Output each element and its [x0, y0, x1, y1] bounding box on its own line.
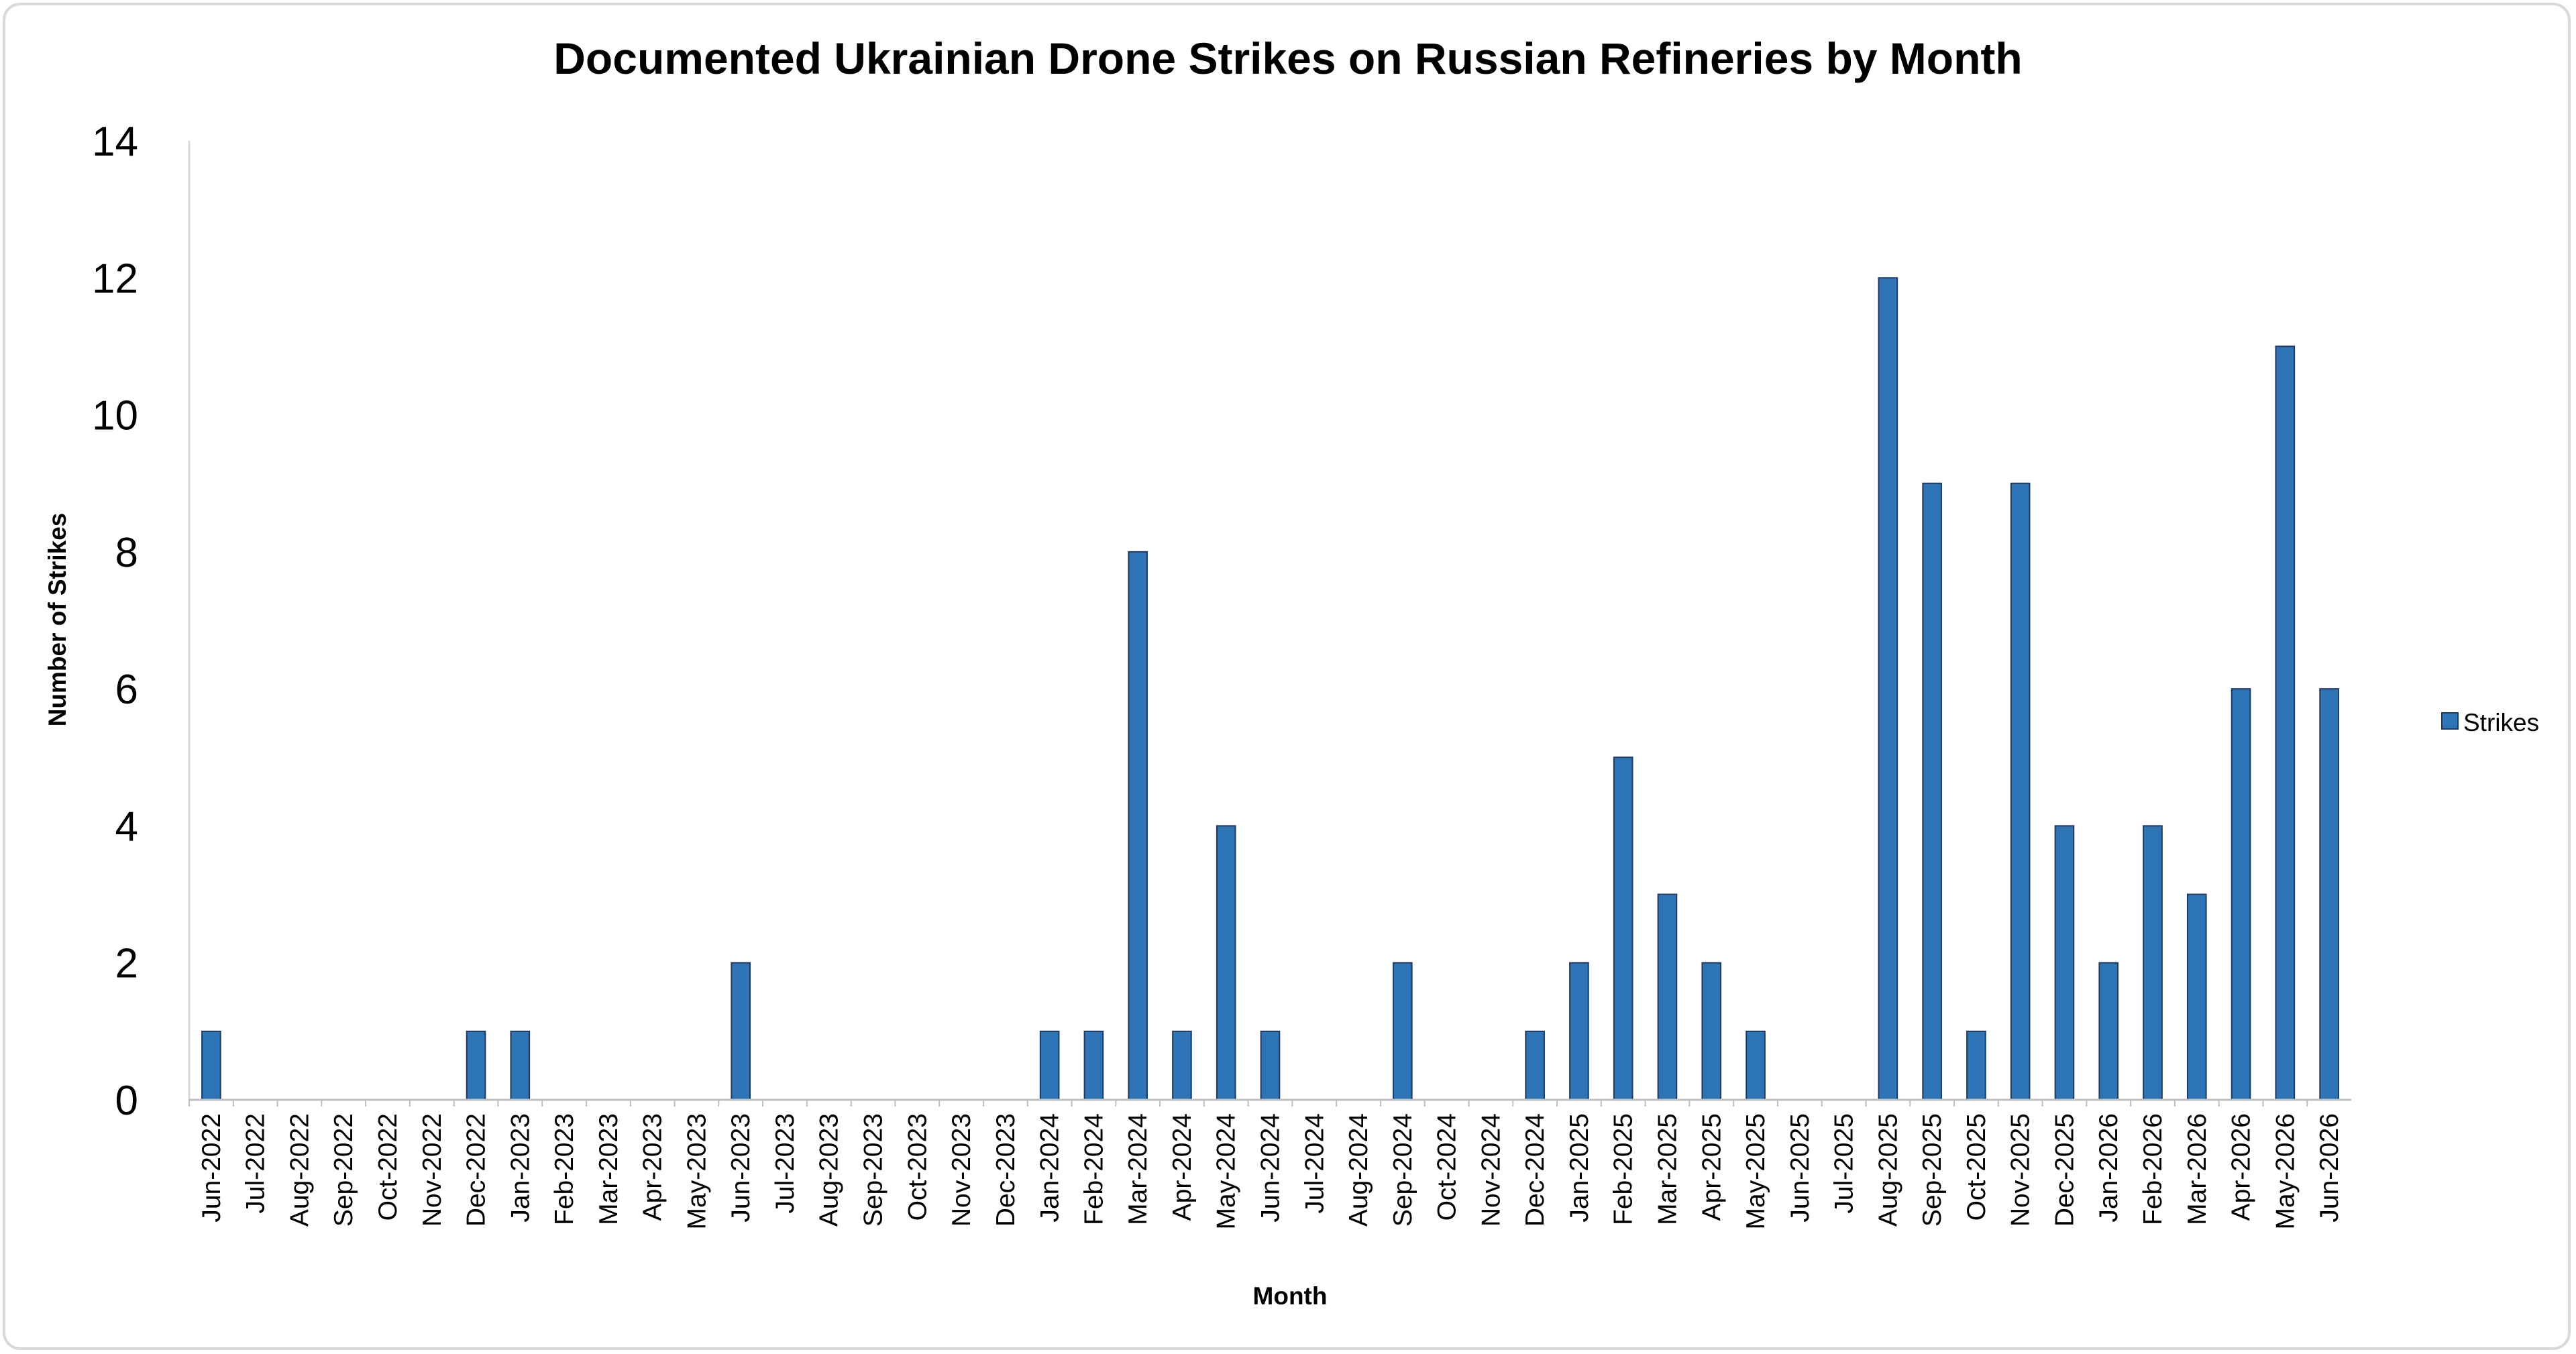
bar-mar-2025 — [1657, 893, 1678, 1101]
x-tick-label: Feb-2023 — [550, 1113, 579, 1225]
bar-feb-2026 — [2143, 825, 2163, 1101]
x-tick-label: Nov-2023 — [947, 1113, 976, 1227]
y-tick-label: 2 — [115, 941, 138, 987]
x-tick-label: Aug-2023 — [815, 1113, 844, 1227]
x-tick-label: Sep-2022 — [329, 1113, 358, 1227]
chart-title: Documented Ukrainian Drone Strikes on Ru… — [553, 34, 2022, 83]
x-tick-label: Oct-2023 — [903, 1113, 932, 1221]
x-tick-label: May-2026 — [2271, 1113, 2300, 1229]
bar-jan-2025 — [1569, 962, 1589, 1101]
x-tick-label: Dec-2023 — [991, 1113, 1020, 1227]
bar-mar-2026 — [2186, 893, 2207, 1101]
bar-dec-2024 — [1525, 1030, 1545, 1101]
y-tick-label: 10 — [92, 393, 138, 439]
x-tick-label: May-2025 — [1741, 1113, 1770, 1229]
x-tick-label: Oct-2025 — [1962, 1113, 1991, 1221]
y-axis-ticks: 0 2 4 6 8 10 12 14 — [92, 119, 138, 1124]
x-tick-label: Oct-2024 — [1433, 1113, 1462, 1221]
bar-jan-2026 — [2098, 962, 2119, 1101]
x-tick-label: Sep-2024 — [1389, 1113, 1417, 1227]
bar-jun-2024 — [1260, 1030, 1281, 1101]
y-tick-label: 0 — [115, 1078, 138, 1124]
x-tick-label: Jan-2024 — [1036, 1113, 1065, 1223]
x-tick-label: Apr-2026 — [2227, 1113, 2256, 1221]
legend: Strikes — [2441, 709, 2539, 736]
y-tick-label: 12 — [92, 256, 138, 302]
bar-jun-2022 — [201, 1030, 221, 1101]
x-tick-label: Mar-2023 — [594, 1113, 623, 1225]
y-tick-label: 14 — [92, 119, 138, 165]
x-tick-label: May-2024 — [1212, 1113, 1241, 1229]
x-tick-label: Dec-2024 — [1521, 1113, 1550, 1227]
x-tick-label: Feb-2026 — [2139, 1113, 2167, 1225]
x-tick-label: Nov-2024 — [1477, 1113, 1505, 1227]
x-tick-label: Jul-2023 — [771, 1113, 800, 1214]
x-tick-label: Dec-2025 — [2050, 1113, 2079, 1227]
x-tick-label: Jan-2023 — [506, 1113, 535, 1223]
x-tick-label: Dec-2022 — [462, 1113, 491, 1227]
bar-mar-2024 — [1128, 551, 1148, 1101]
x-tick-label: Sep-2023 — [859, 1113, 888, 1227]
x-tick-label: Jun-2022 — [197, 1113, 226, 1223]
y-tick-label: 8 — [115, 530, 138, 576]
x-tick-label: Jun-2024 — [1256, 1113, 1285, 1223]
bar-may-2024 — [1216, 825, 1236, 1101]
y-axis-title: Number of Strikes — [44, 513, 71, 727]
chart-frame — [3, 3, 2571, 1350]
x-tick-label: Jun-2025 — [1786, 1113, 1815, 1223]
bar-nov-2025 — [2010, 482, 2031, 1101]
bar-feb-2025 — [1613, 756, 1633, 1101]
bar-jun-2026 — [2319, 688, 2339, 1101]
y-tick-label: 6 — [115, 667, 138, 713]
bar-apr-2026 — [2231, 688, 2251, 1101]
legend-swatch-strikes — [2441, 712, 2459, 730]
bar-feb-2024 — [1083, 1030, 1104, 1101]
x-tick-label: Jul-2025 — [1830, 1113, 1859, 1214]
bar-dec-2022 — [466, 1030, 486, 1101]
bar-jan-2024 — [1039, 1030, 1060, 1101]
x-tick-label: Jun-2023 — [727, 1113, 755, 1223]
x-axis-ticks: Jun-2022 Jul-2022 Aug-2022 Sep-2022 Oct-2022… — [189, 1100, 2344, 1229]
x-tick-label: Aug-2024 — [1344, 1113, 1373, 1227]
x-tick-label: Feb-2025 — [1609, 1113, 1638, 1225]
x-tick-label: Jun-2026 — [2315, 1113, 2344, 1223]
bar-dec-2025 — [2054, 825, 2075, 1101]
x-tick-label: Apr-2024 — [1168, 1113, 1197, 1221]
bar-aug-2025 — [1878, 277, 1898, 1101]
bar-oct-2025 — [1966, 1030, 1986, 1101]
x-tick-label: Jul-2024 — [1300, 1113, 1329, 1214]
x-tick-label: Jan-2026 — [2094, 1113, 2123, 1223]
bar-sep-2024 — [1393, 962, 1413, 1101]
bars-group — [201, 277, 2339, 1101]
bar-jan-2023 — [510, 1030, 531, 1101]
bar-may-2025 — [1746, 1030, 1766, 1101]
x-tick-label: Apr-2025 — [1697, 1113, 1726, 1221]
x-tick-label: Aug-2022 — [285, 1113, 314, 1227]
x-tick-label: Sep-2025 — [1918, 1113, 1947, 1227]
bar-sep-2025 — [1922, 482, 1942, 1101]
legend-label-strikes: Strikes — [2463, 709, 2539, 736]
x-tick-label: Oct-2022 — [374, 1113, 402, 1221]
bar-apr-2024 — [1172, 1030, 1192, 1101]
x-tick-label: Feb-2024 — [1079, 1113, 1108, 1225]
x-tick-label: Mar-2024 — [1124, 1113, 1152, 1225]
x-tick-label: Nov-2022 — [418, 1113, 447, 1227]
x-tick-label: Jul-2022 — [241, 1113, 270, 1214]
x-tick-label: Nov-2025 — [2006, 1113, 2035, 1227]
x-tick-label: Mar-2025 — [1653, 1113, 1682, 1225]
x-tick-label: Mar-2026 — [2183, 1113, 2212, 1225]
x-tick-label: May-2023 — [682, 1113, 711, 1229]
y-tick-label: 4 — [115, 803, 138, 850]
x-tick-label: Apr-2023 — [639, 1113, 667, 1221]
bar-jun-2023 — [731, 962, 751, 1101]
bar-apr-2025 — [1701, 962, 1722, 1101]
x-tick-label: Jan-2025 — [1565, 1113, 1594, 1223]
bar-may-2026 — [2275, 345, 2296, 1101]
x-axis-title: Month — [1253, 1282, 1328, 1310]
x-tick-label: Aug-2025 — [1874, 1113, 1902, 1227]
